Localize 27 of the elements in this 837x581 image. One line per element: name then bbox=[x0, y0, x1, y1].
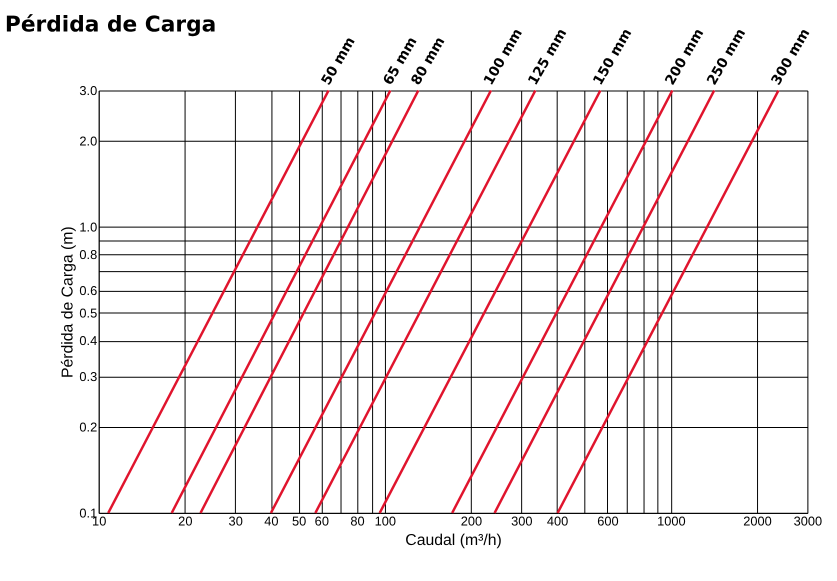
x-tick-label: 60 bbox=[314, 513, 329, 528]
y-tick-label: 2.0 bbox=[79, 133, 98, 148]
x-axis-title: Caudal (m³/h) bbox=[405, 532, 502, 549]
y-tick-label: 1.0 bbox=[79, 219, 98, 234]
x-tick-label: 400 bbox=[546, 513, 568, 528]
y-tick-label: 0.8 bbox=[79, 247, 98, 262]
y-tick-label: 0.4 bbox=[79, 333, 98, 348]
x-tick-label: 50 bbox=[292, 513, 306, 528]
y-tick-label: 0.2 bbox=[79, 419, 98, 434]
y-tick-label: 0.6 bbox=[79, 282, 98, 298]
x-tick-label: 30 bbox=[228, 513, 243, 528]
y-tick-label: 0.5 bbox=[79, 305, 98, 320]
y-axis-title: Pérdida de Carga (m) bbox=[59, 226, 76, 378]
x-tick-label: 2000 bbox=[743, 513, 772, 528]
chart-title: Pérdida de Carga bbox=[4, 12, 216, 38]
x-tick-label: 20 bbox=[178, 513, 192, 528]
x-tick-label: 40 bbox=[264, 513, 279, 528]
x-tick-label: 80 bbox=[350, 513, 365, 528]
x-tick-label: 3000 bbox=[794, 513, 822, 528]
x-tick-label: 200 bbox=[460, 513, 482, 528]
y-tick-label: 0.3 bbox=[79, 368, 98, 384]
y-tick-label: 3.0 bbox=[79, 82, 98, 98]
x-tick-label: 300 bbox=[511, 513, 532, 528]
x-tick-label: 600 bbox=[597, 513, 619, 528]
text: 50 mm bbox=[318, 34, 359, 88]
x-tick-label: 100 bbox=[374, 513, 396, 528]
x-tick-label: 1000 bbox=[657, 513, 686, 528]
